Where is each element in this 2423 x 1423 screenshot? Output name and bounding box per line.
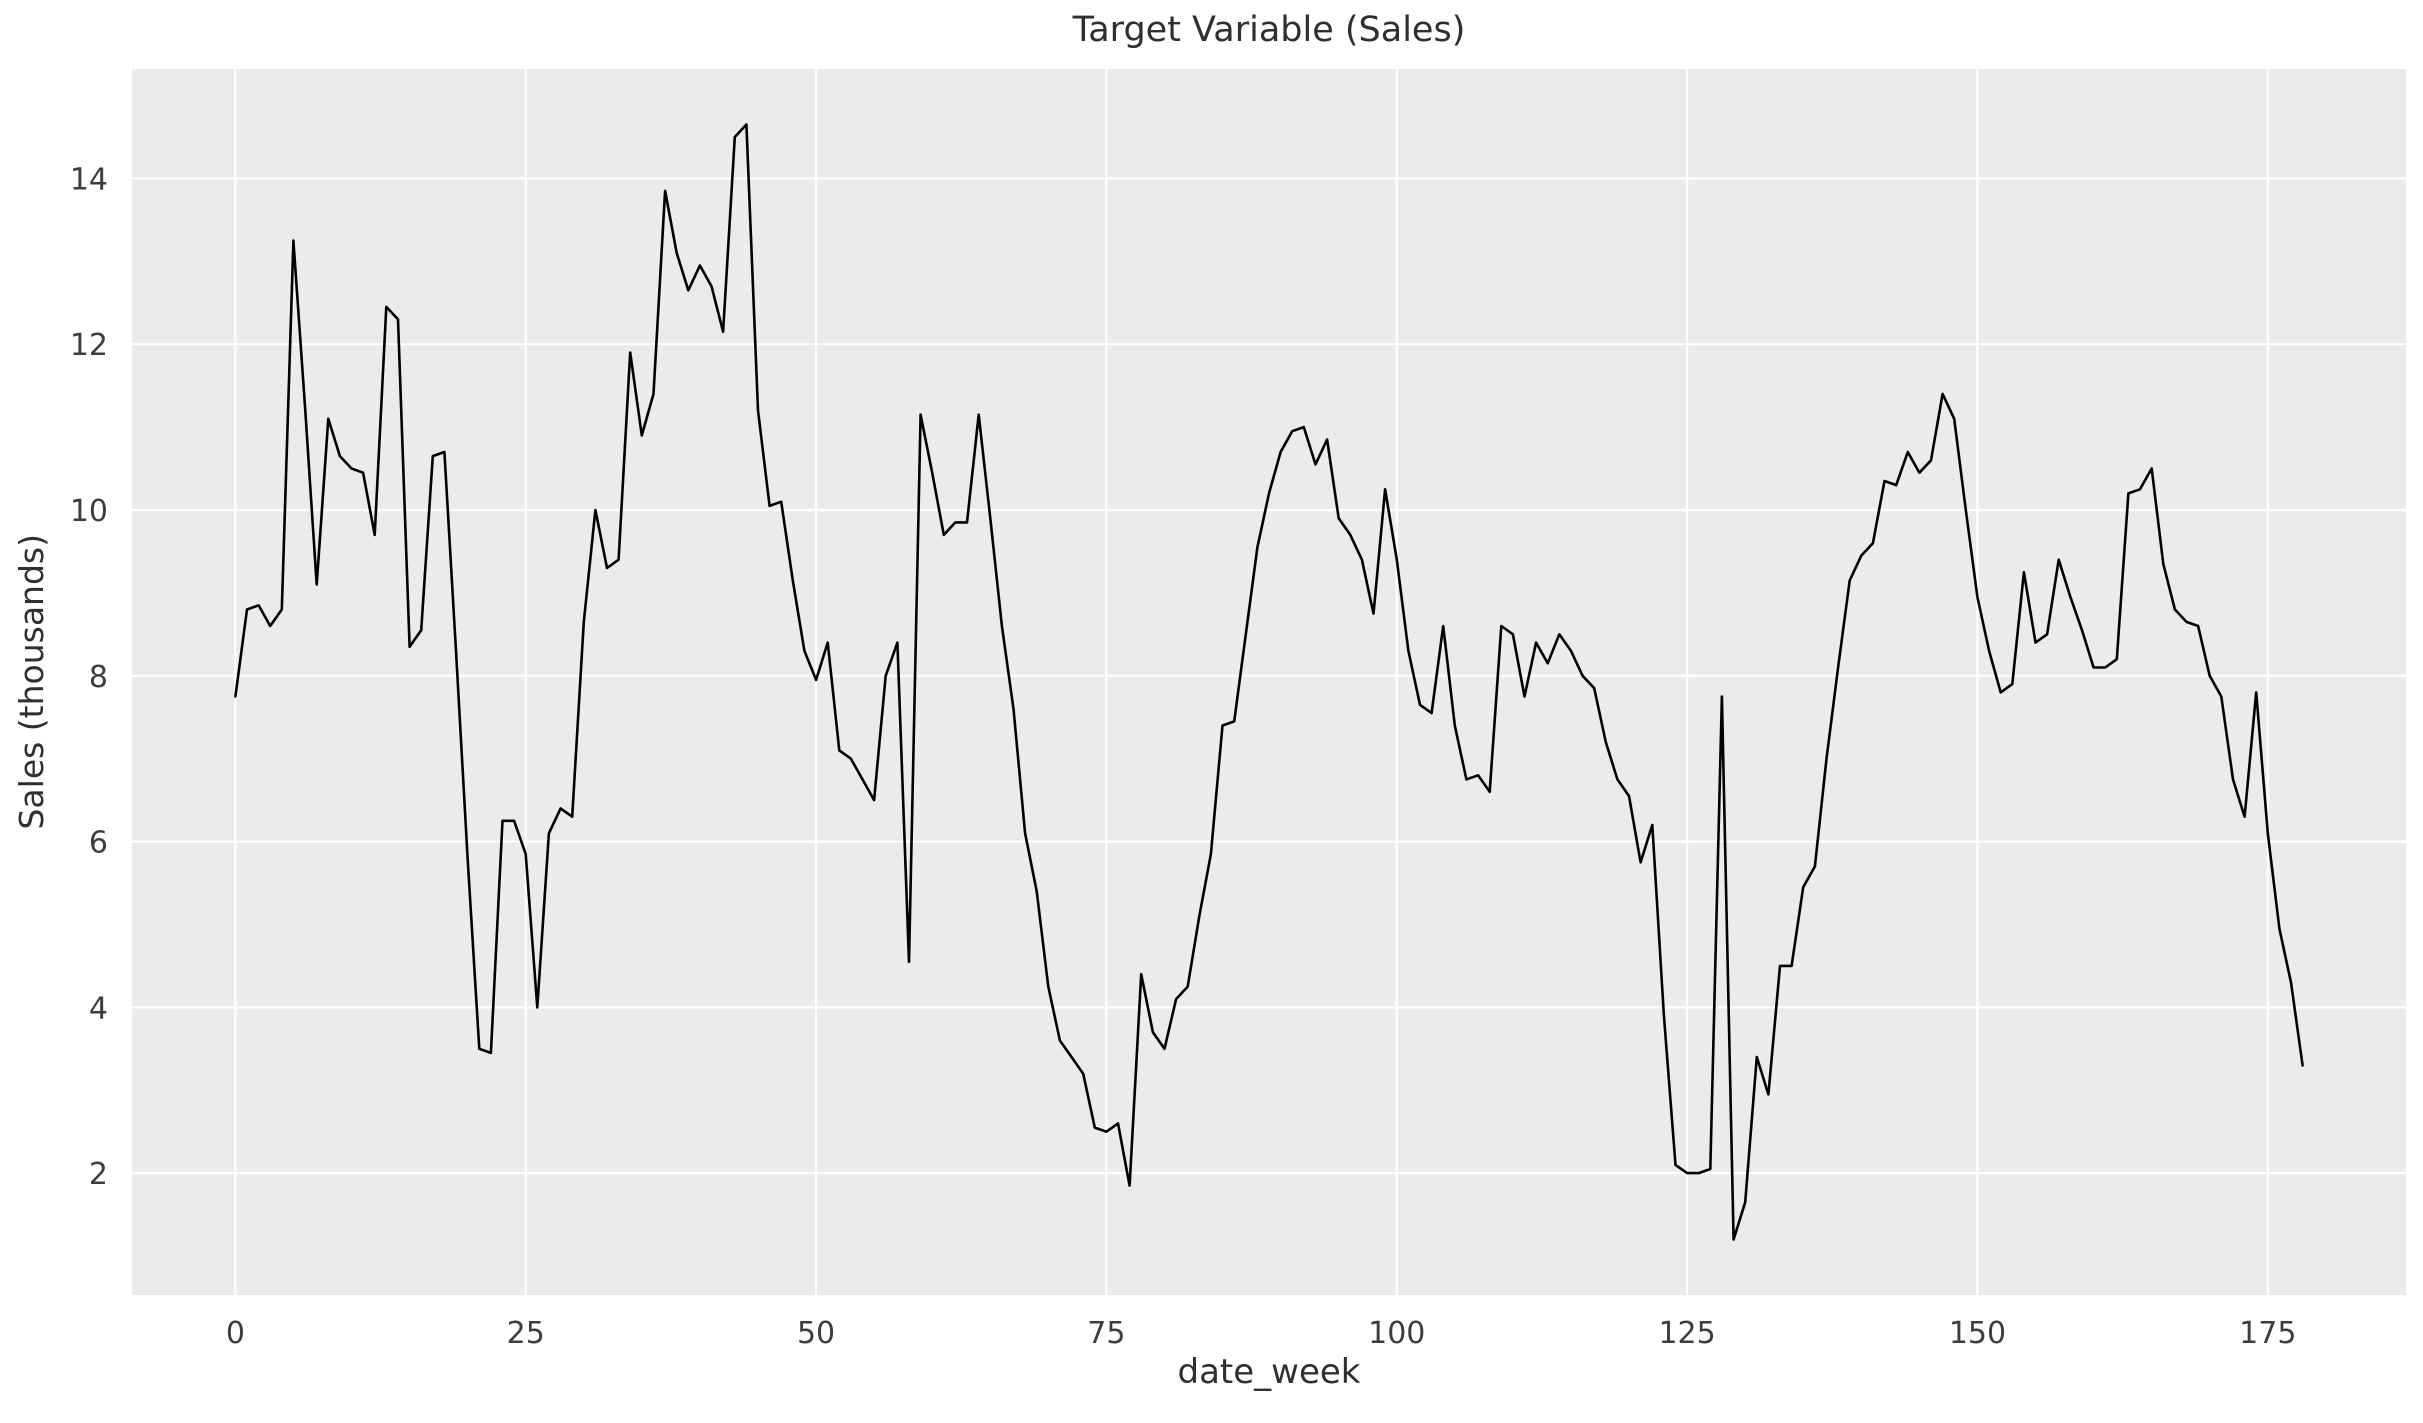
x-tick-label: 150	[1949, 1316, 2006, 1351]
y-tick-label: 12	[70, 328, 108, 363]
y-tick-label: 8	[89, 660, 108, 695]
y-tick-label: 10	[70, 494, 108, 529]
x-tick-label: 50	[797, 1316, 835, 1351]
chart-title: Target Variable (Sales)	[1072, 10, 1466, 50]
y-axis-label: Sales (thousands)	[8, 69, 54, 1295]
x-axis-label: date_week	[1177, 1352, 1361, 1392]
plot-area-background	[132, 69, 2406, 1295]
x-tick-label: 125	[1658, 1316, 1715, 1351]
sales-line	[234, 123, 2304, 1241]
y-axis-label-text: Sales (thousands)	[11, 534, 51, 830]
x-tick-label: 0	[226, 1316, 245, 1351]
y-tick-label: 6	[89, 826, 108, 861]
x-tick-label: 175	[2239, 1316, 2296, 1351]
y-tick-label: 14	[70, 162, 108, 197]
x-tick-label: 100	[1368, 1316, 1425, 1351]
y-tick-label: 2	[89, 1157, 108, 1192]
y-tick-label: 4	[89, 991, 108, 1026]
x-tick-label: 25	[507, 1316, 545, 1351]
x-tick-label: 75	[1087, 1316, 1125, 1351]
